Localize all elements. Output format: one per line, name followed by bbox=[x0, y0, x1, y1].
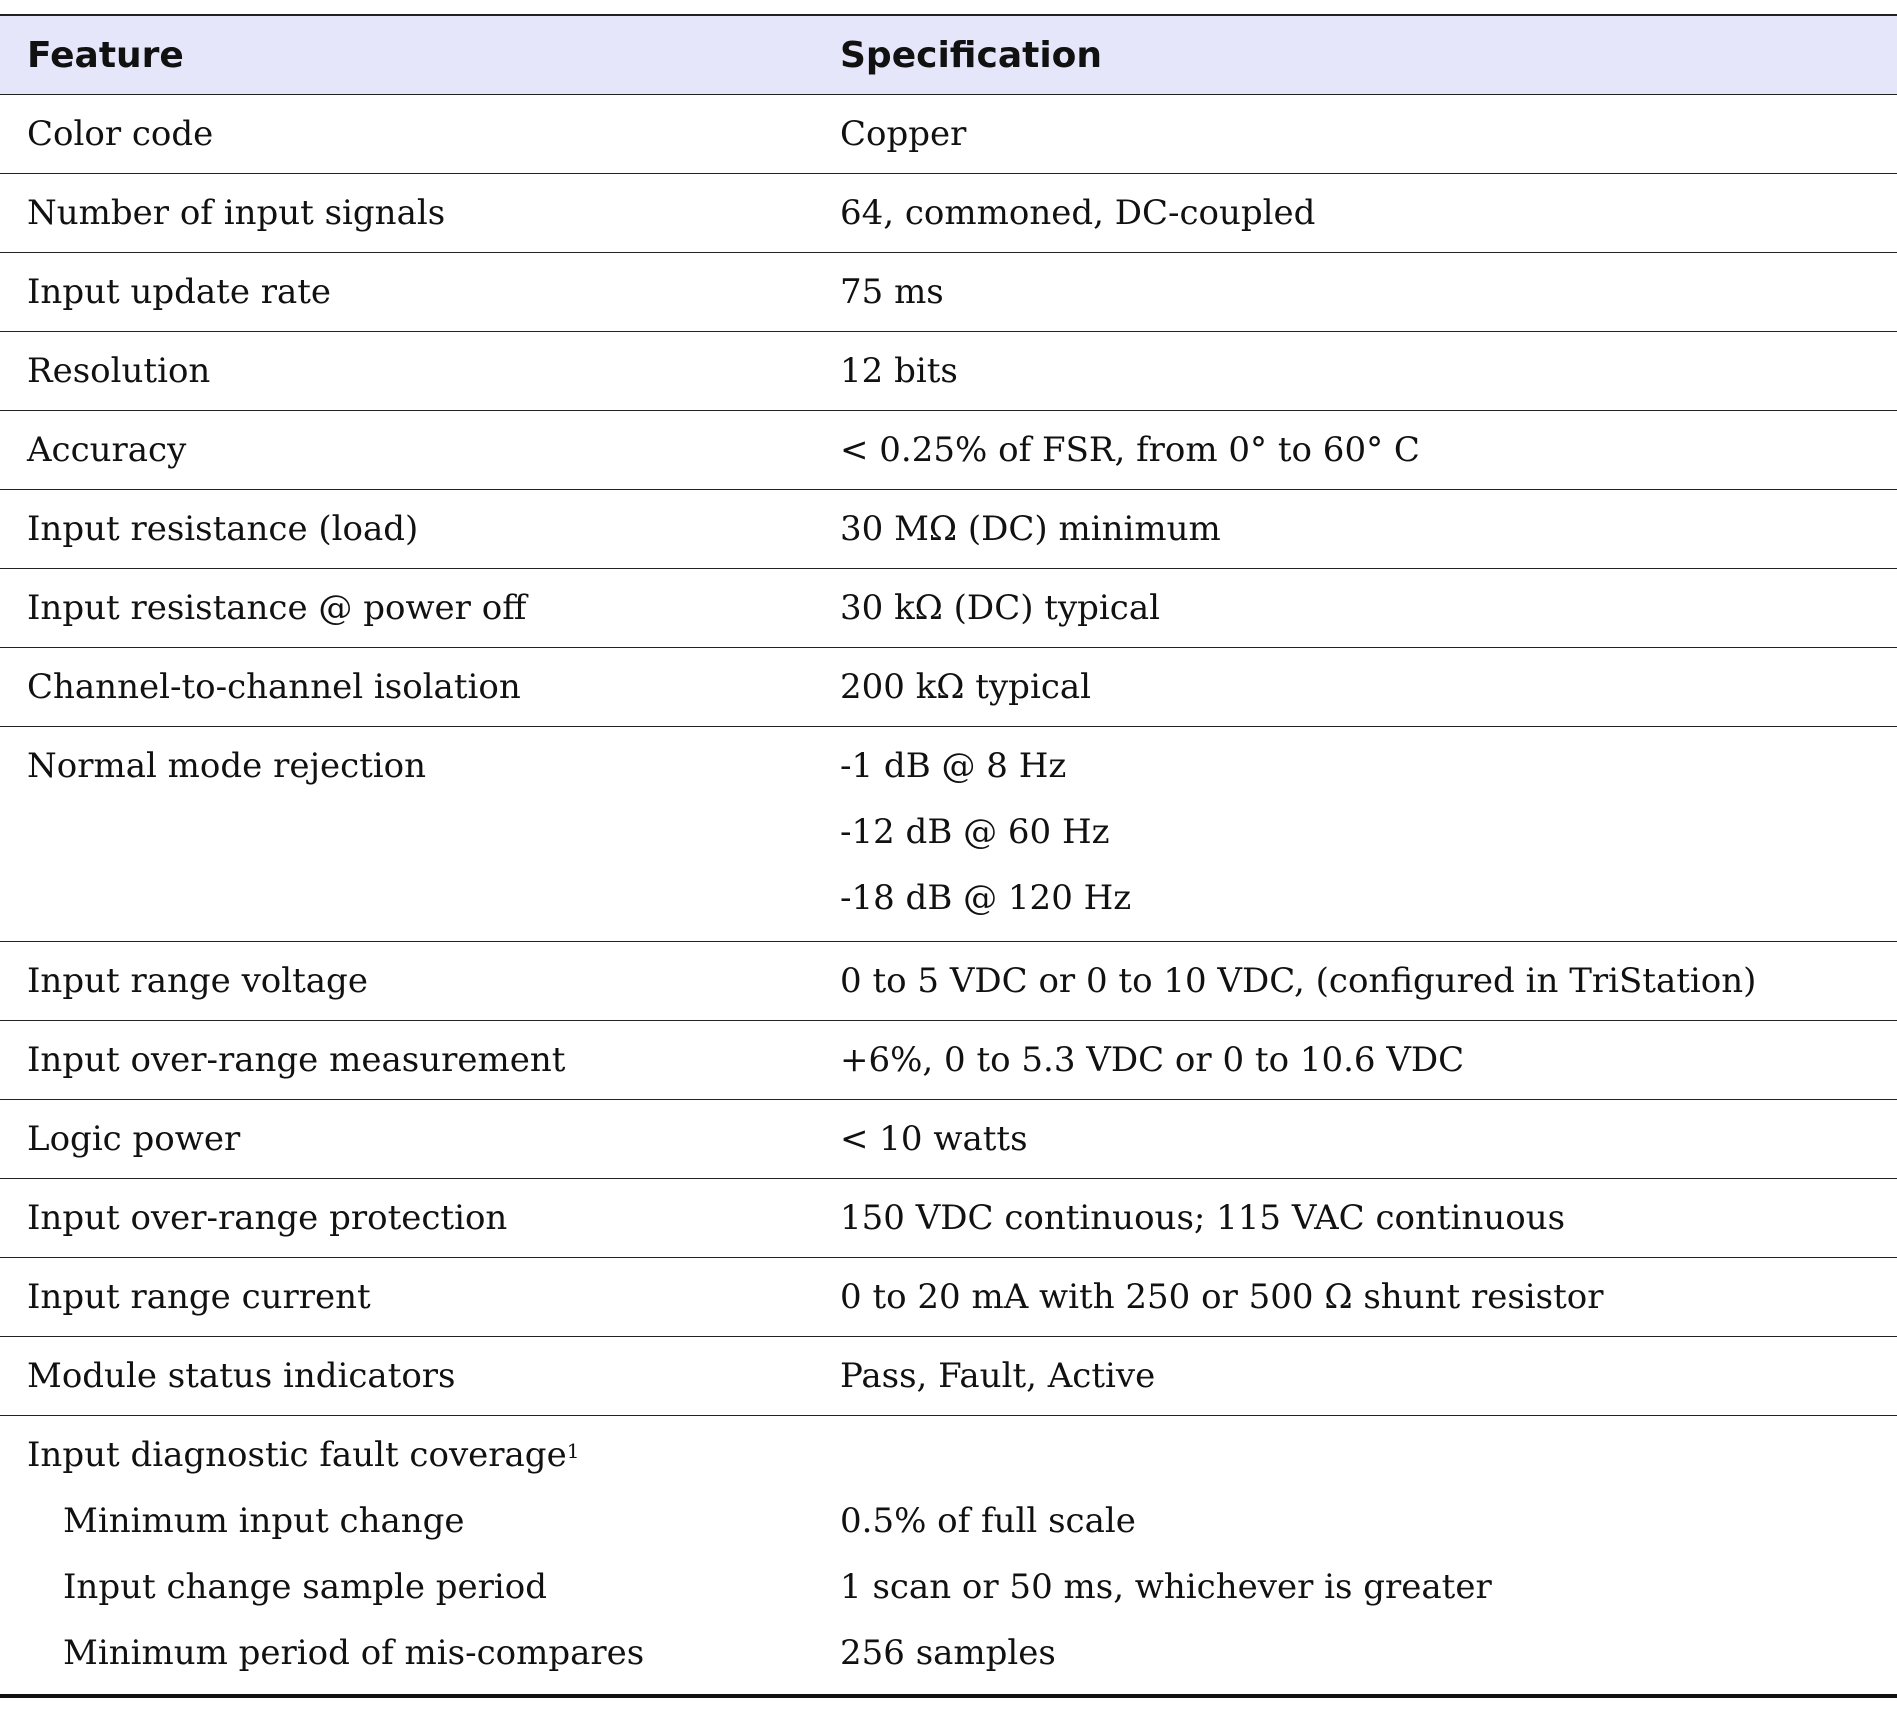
feature-cell: Input over-range protection bbox=[27, 1198, 508, 1238]
spec-cell: 30 kΩ (DC) typical bbox=[840, 569, 1897, 648]
feature-text: Input diagnostic fault coverage1 bbox=[27, 1435, 580, 1475]
sub-spec: 256 samples bbox=[840, 1633, 1056, 1673]
spec-text: -1 dB @ 8 Hz bbox=[840, 746, 1067, 786]
feature-cell: Channel-to-channel isolation bbox=[27, 667, 521, 707]
table-row: Input over-range protection 150 VDC conti… bbox=[0, 1179, 1897, 1258]
table-row: Input resistance (load) 30 MΩ (DC) minimu… bbox=[0, 490, 1897, 569]
spec-cell: 75 ms bbox=[840, 253, 1897, 332]
spec-cell: +6%, 0 to 5.3 VDC or 0 to 10.6 VDC bbox=[840, 1021, 1897, 1100]
spec-text: -18 dB @ 120 Hz bbox=[840, 878, 1132, 918]
spec-cell: 0 to 20 mA with 250 or 500 Ω shunt resis… bbox=[840, 1258, 1897, 1337]
spec-cell: Pass, Fault, Active bbox=[840, 1337, 1897, 1416]
table-row: Normal mode rejection -1 dB @ 8 Hz -12 dB … bbox=[0, 727, 1897, 942]
feature-cell: Input resistance (load) bbox=[27, 509, 419, 549]
header-feature: Feature bbox=[27, 34, 184, 76]
spec-text: 0 to 20 mA with 250 or 500 Ω shunt resis… bbox=[840, 1277, 1604, 1317]
feature-cell: Input over-range measurement bbox=[27, 1040, 566, 1080]
spec-text: -12 dB @ 60 Hz bbox=[840, 812, 1110, 852]
spec-text: 75 ms bbox=[840, 272, 944, 312]
sub-feature: Input change sample period bbox=[63, 1567, 548, 1607]
spec-text: < 0.25% of FSR, from 0° to 60° C bbox=[840, 430, 1420, 470]
spec-cell: -1 dB @ 8 Hz -12 dB @ 60 Hz -18 dB @ 120 H… bbox=[840, 727, 1897, 942]
table-row-diagnostic: Input diagnostic fault coverage1 Minimum… bbox=[0, 1416, 1897, 1697]
table-row: Input resistance @ power off 30 kΩ (DC) t… bbox=[0, 569, 1897, 648]
spec-cell: < 10 watts bbox=[840, 1100, 1897, 1179]
spec-text: < 10 watts bbox=[840, 1119, 1028, 1159]
spec-text: +6%, 0 to 5.3 VDC or 0 to 10.6 VDC bbox=[840, 1040, 1465, 1080]
spec-cell: 12 bits bbox=[840, 332, 1897, 411]
feature-cell: Input diagnostic fault coverage1 Minimum… bbox=[0, 1416, 840, 1697]
feature-cell: Color code bbox=[27, 114, 214, 154]
footnote-marker: 1 bbox=[566, 1439, 580, 1463]
feature-cell: Input range current bbox=[27, 1277, 371, 1317]
table-row: Input update rate 75 ms bbox=[0, 253, 1897, 332]
table-row: Number of input signals 64, commoned, DC-… bbox=[0, 174, 1897, 253]
spec-cell: 0 to 5 VDC or 0 to 10 VDC, (configured i… bbox=[840, 942, 1897, 1021]
specification-table: Feature Specification Color code Copper Nu… bbox=[0, 14, 1897, 1698]
feature-cell: Input range voltage bbox=[27, 961, 368, 1001]
table-row: Color code Copper bbox=[0, 95, 1897, 174]
spec-text: 12 bits bbox=[840, 351, 958, 391]
spec-cell: 30 MΩ (DC) minimum bbox=[840, 490, 1897, 569]
table-row: Accuracy < 0.25% of FSR, from 0° to 60° C bbox=[0, 411, 1897, 490]
feature-cell: Module status indicators bbox=[27, 1356, 456, 1396]
feature-cell: Logic power bbox=[27, 1119, 241, 1159]
sub-spec: 1 scan or 50 ms, whichever is greater bbox=[840, 1567, 1492, 1607]
feature-cell: Input update rate bbox=[27, 272, 332, 312]
feature-cell: Input resistance @ power off bbox=[27, 588, 527, 628]
table-row: Input over-range measurement +6%, 0 to 5.… bbox=[0, 1021, 1897, 1100]
spec-cell: 0.5% of full scale 1 scan or 50 ms, whic… bbox=[840, 1416, 1897, 1697]
spec-text: Pass, Fault, Active bbox=[840, 1356, 1156, 1396]
sub-feature: Minimum period of mis-compares bbox=[63, 1633, 645, 1673]
spec-cell: 150 VDC continuous; 115 VAC continuous bbox=[840, 1179, 1897, 1258]
table-row: Logic power < 10 watts bbox=[0, 1100, 1897, 1179]
spec-text: 150 VDC continuous; 115 VAC continuous bbox=[840, 1198, 1566, 1238]
sub-spec: 0.5% of full scale bbox=[840, 1501, 1136, 1541]
feature-cell: Normal mode rejection bbox=[27, 746, 427, 786]
table-row: Channel-to-channel isolation 200 kΩ typic… bbox=[0, 648, 1897, 727]
spec-cell: < 0.25% of FSR, from 0° to 60° C bbox=[840, 411, 1897, 490]
sub-feature: Minimum input change bbox=[63, 1501, 465, 1541]
spec-text: 30 MΩ (DC) minimum bbox=[840, 509, 1221, 549]
spec-text: 200 kΩ typical bbox=[840, 667, 1091, 707]
spec-cell: 200 kΩ typical bbox=[840, 648, 1897, 727]
feature-cell: Resolution bbox=[27, 351, 211, 391]
header-specification: Specification bbox=[840, 34, 1103, 76]
spec-cell: Copper bbox=[840, 95, 1897, 174]
table-row: Input range voltage 0 to 5 VDC or 0 to 10… bbox=[0, 942, 1897, 1021]
table-row: Input range current 0 to 20 mA with 250 o… bbox=[0, 1258, 1897, 1337]
table-header-row: Feature Specification bbox=[0, 15, 1897, 95]
spec-text: 64, commoned, DC-coupled bbox=[840, 193, 1316, 233]
spec-cell: 64, commoned, DC-coupled bbox=[840, 174, 1897, 253]
feature-cell: Number of input signals bbox=[27, 193, 446, 233]
table-row: Module status indicators Pass, Fault, Act… bbox=[0, 1337, 1897, 1416]
spec-text: 30 kΩ (DC) typical bbox=[840, 588, 1160, 628]
table-row: Resolution 12 bits bbox=[0, 332, 1897, 411]
spec-text: Copper bbox=[840, 114, 967, 154]
spec-text: 0 to 5 VDC or 0 to 10 VDC, (configured i… bbox=[840, 961, 1757, 1001]
feature-cell: Accuracy bbox=[27, 430, 187, 470]
